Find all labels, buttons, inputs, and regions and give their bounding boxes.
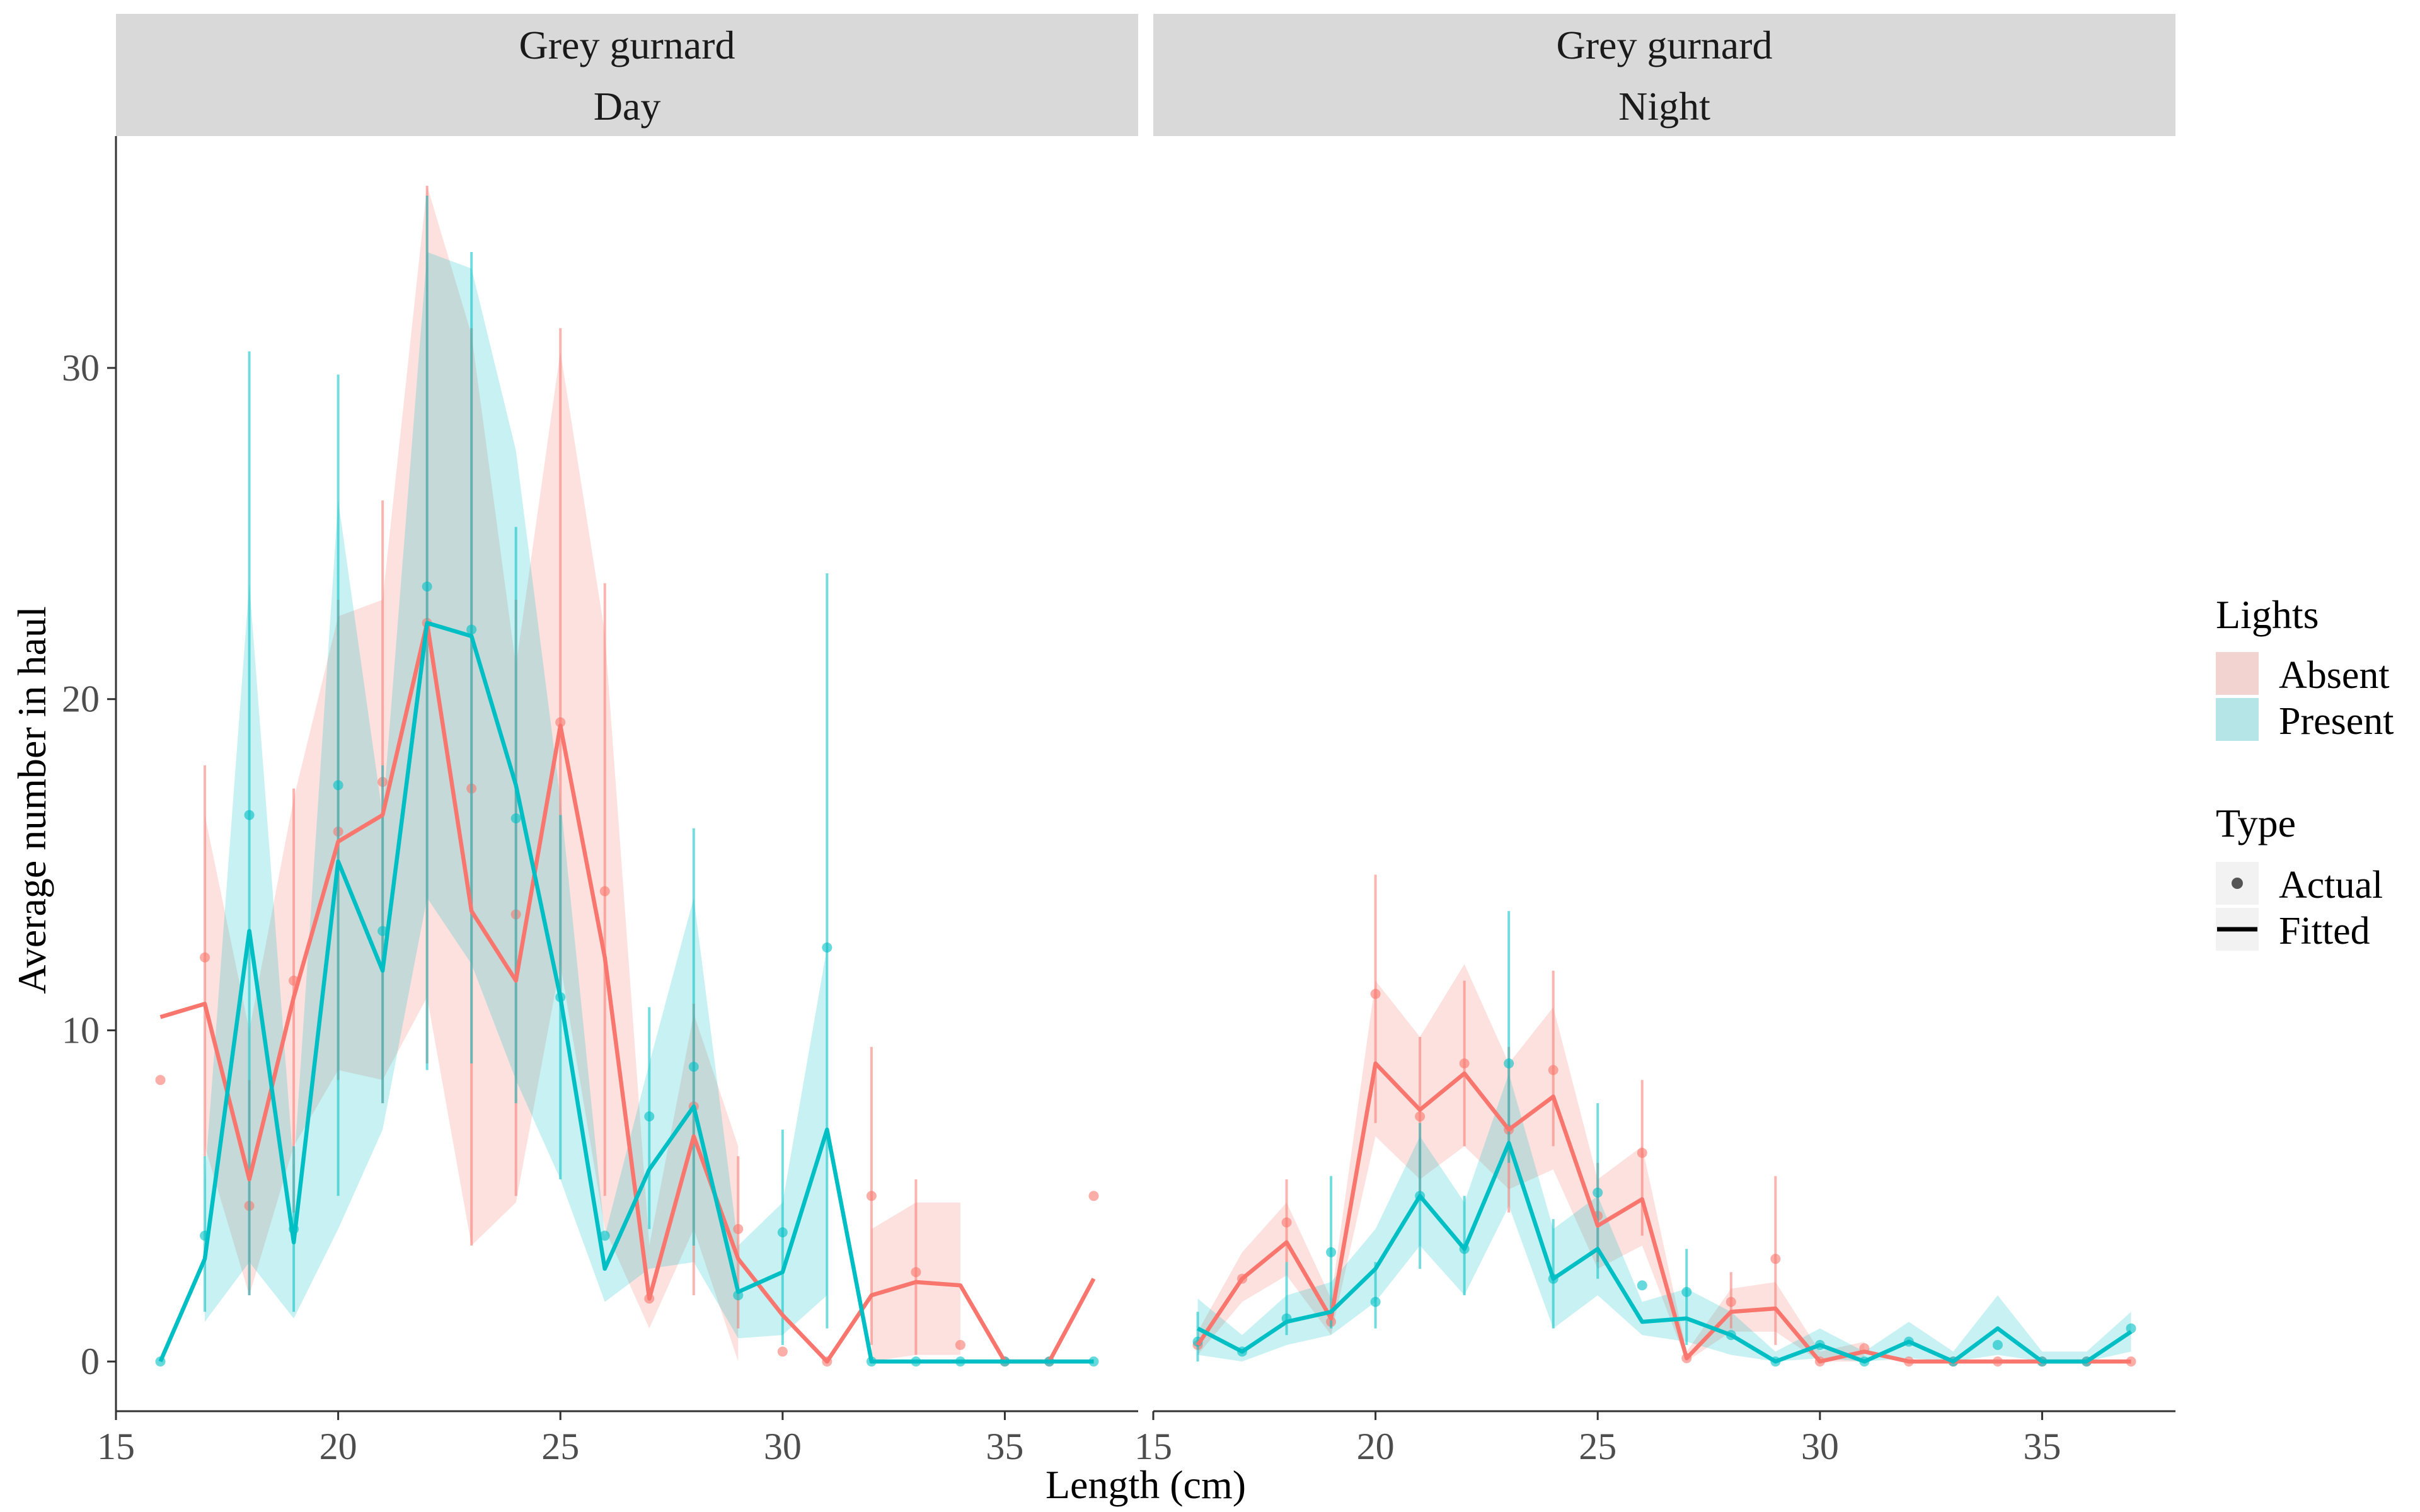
actual-point-absent bbox=[599, 886, 610, 896]
actual-point-present bbox=[1637, 1280, 1647, 1291]
strip-day-line1: Grey gurnard bbox=[519, 23, 735, 67]
legend-key-present-bg bbox=[2216, 698, 2259, 741]
fitted-line-present-night bbox=[1196, 1140, 2133, 1364]
actual-point-absent bbox=[777, 1346, 788, 1357]
actual-point-absent bbox=[1415, 1111, 1426, 1122]
strip-night-line1: Grey gurnard bbox=[1557, 23, 1773, 67]
legend-label-present: Present bbox=[2279, 700, 2394, 743]
strip-day-line2: Day bbox=[594, 84, 661, 129]
actual-point-present bbox=[1992, 1339, 2003, 1350]
actual-point-present bbox=[377, 925, 388, 936]
actual-point-absent bbox=[1637, 1147, 1647, 1158]
actual-point-present bbox=[1593, 1188, 1603, 1198]
actual-point-absent bbox=[911, 1267, 921, 1278]
legend-label-actual: Actual bbox=[2279, 864, 2383, 907]
actual-point-absent bbox=[866, 1191, 877, 1201]
ribbon-present-night bbox=[1197, 1073, 2131, 1362]
actual-point-present bbox=[2126, 1323, 2136, 1334]
actual-point-absent bbox=[1770, 1254, 1781, 1264]
actual-point-present bbox=[1681, 1286, 1692, 1297]
fitted-line-absent-day bbox=[159, 621, 1096, 1364]
actual-point-present bbox=[777, 1227, 788, 1238]
actual-point-present bbox=[244, 810, 255, 820]
actual-point-present bbox=[466, 624, 477, 635]
fitted-line-absent-night bbox=[1196, 1061, 2131, 1364]
x-axis-title: Length (cm) bbox=[1046, 1462, 1246, 1507]
actual-point-absent bbox=[1726, 1297, 1736, 1307]
strip-night-line2: Night bbox=[1618, 84, 1710, 129]
y-axis-title: Average number in haul bbox=[9, 606, 54, 994]
x-tick-label: 15 bbox=[1134, 1426, 1172, 1467]
actual-point-present bbox=[333, 780, 343, 791]
legend-key-absent-bg bbox=[2216, 652, 2259, 695]
actual-point-absent bbox=[1459, 1058, 1470, 1068]
fitted-line-present-day bbox=[158, 621, 1094, 1364]
legend-key-absent bbox=[2216, 652, 2259, 695]
actual-point-absent bbox=[555, 717, 566, 728]
y-tick-label: 0 bbox=[81, 1341, 100, 1382]
actual-point-absent bbox=[1548, 1065, 1559, 1075]
actual-point-absent bbox=[155, 1075, 166, 1085]
x-tick-label: 25 bbox=[1579, 1426, 1616, 1467]
actual-point-absent bbox=[1088, 1191, 1099, 1201]
x-tick-label: 35 bbox=[2023, 1426, 2061, 1467]
legend-label-absent: Absent bbox=[2279, 654, 2390, 697]
actual-point-present bbox=[1370, 1297, 1381, 1307]
actual-point-present bbox=[599, 1230, 610, 1241]
y-tick-label: 30 bbox=[62, 347, 100, 389]
actual-point-absent bbox=[200, 952, 210, 963]
x-tick-label: 25 bbox=[541, 1426, 579, 1467]
actual-point-absent bbox=[1370, 988, 1381, 999]
panel-night bbox=[1192, 874, 2136, 1367]
actual-point-present bbox=[510, 813, 521, 823]
legend-key-present bbox=[2216, 698, 2259, 741]
actual-point-absent bbox=[1281, 1217, 1292, 1228]
actual-point-absent bbox=[955, 1339, 965, 1350]
actual-point-absent bbox=[733, 1223, 744, 1234]
legend-key-actual-point bbox=[2232, 878, 2243, 889]
panel-day bbox=[155, 185, 1099, 1367]
y-tick-label: 10 bbox=[62, 1009, 100, 1051]
x-tick-label: 20 bbox=[320, 1426, 357, 1467]
actual-point-present bbox=[1326, 1247, 1337, 1257]
x-tick-label: 15 bbox=[97, 1426, 135, 1467]
legend-label-fitted: Fitted bbox=[2279, 910, 2370, 953]
legend-lights-title: Lights bbox=[2216, 592, 2319, 637]
legend-type-title: Type bbox=[2216, 801, 2296, 845]
actual-point-present bbox=[644, 1111, 655, 1122]
y-tick-label: 20 bbox=[62, 679, 100, 720]
actual-point-present bbox=[1504, 1058, 1514, 1068]
x-tick-label: 20 bbox=[1357, 1426, 1395, 1467]
x-tick-label: 30 bbox=[1801, 1426, 1839, 1467]
actual-point-present bbox=[422, 581, 432, 592]
ribbon-absent-night bbox=[1197, 964, 1865, 1362]
actual-point-present bbox=[688, 1062, 699, 1072]
axes: 0 10 20 30 15 20 25 30 35 15 20 25 30 35 bbox=[62, 136, 2175, 1467]
x-tick-label: 30 bbox=[764, 1426, 802, 1467]
actual-point-present bbox=[822, 942, 833, 953]
x-tick-label: 35 bbox=[986, 1426, 1023, 1467]
strip-night bbox=[1153, 14, 2175, 136]
strip-day bbox=[116, 14, 1138, 136]
legend: Lights Absent Present Type Actual Fitted bbox=[2216, 592, 2394, 953]
